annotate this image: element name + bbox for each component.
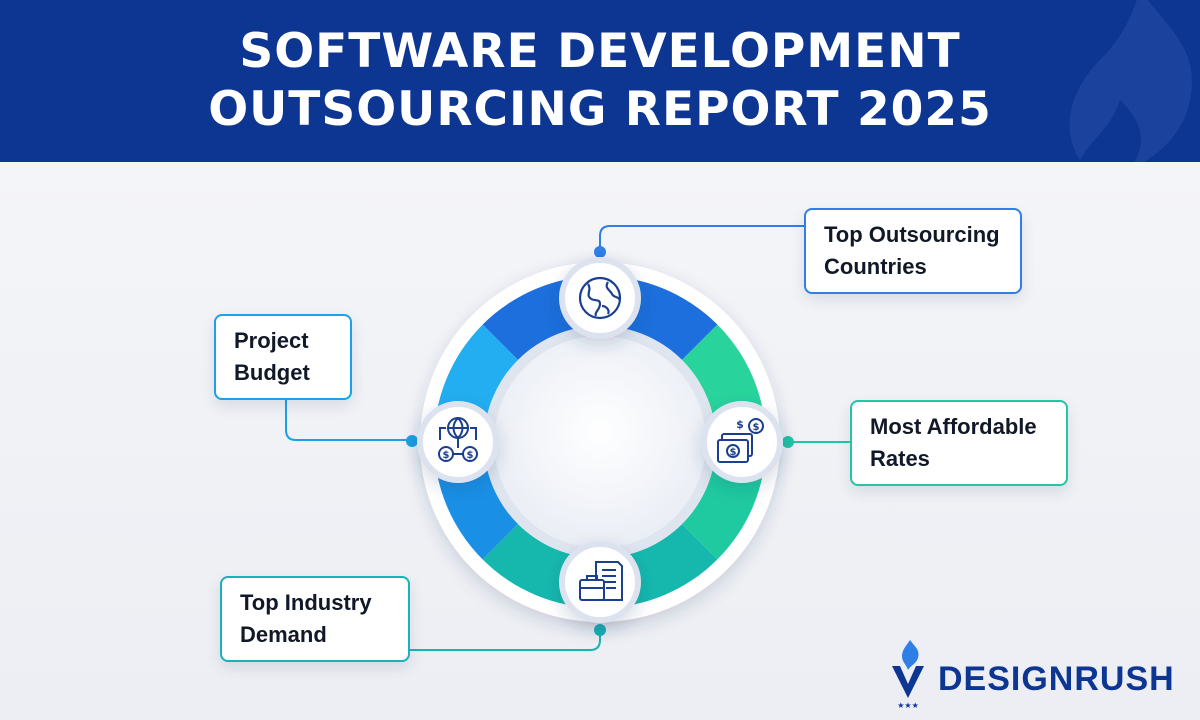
flame-watermark-icon xyxy=(1069,0,1192,162)
badge-budget: $ $ xyxy=(417,401,499,483)
svg-text:$: $ xyxy=(736,418,744,431)
connector-dot-budget xyxy=(406,435,418,447)
connector-dot-countries xyxy=(594,246,606,258)
connector-dot-rates xyxy=(782,436,794,448)
label-countries-line-1: Top Outsourcing xyxy=(824,222,1000,247)
connector-industry xyxy=(410,632,601,651)
svg-text:$: $ xyxy=(443,450,450,461)
badge-countries xyxy=(559,257,641,339)
svg-text:$: $ xyxy=(730,447,737,458)
label-top-outsourcing-countries: Top Outsourcing Countries xyxy=(804,208,1022,294)
label-rates-line-1: Most Affordable xyxy=(870,414,1037,439)
globe-money-network-icon: $ $ xyxy=(438,417,478,462)
brand-name: DESIGNRUSH xyxy=(938,660,1175,698)
label-industry-line-2: Demand xyxy=(240,622,327,647)
ring-center xyxy=(494,336,706,548)
badge-industry xyxy=(559,541,641,623)
label-rates-line-2: Rates xyxy=(870,446,930,471)
designrush-logo[interactable]: ★★★ DESIGNRUSH xyxy=(888,636,1188,712)
page-title: SOFTWARE DEVELOPMENT OUTSOURCING REPORT … xyxy=(0,0,1200,162)
title-line-1: SOFTWARE DEVELOPMENT xyxy=(239,24,961,79)
title-line-2: OUTSOURCING REPORT 2025 xyxy=(208,82,992,137)
connector-dot-industry xyxy=(594,624,606,636)
flame-shield-logo-icon: ★★★ xyxy=(892,640,924,710)
connector-countries xyxy=(599,225,804,252)
label-industry-line-1: Top Industry xyxy=(240,590,372,615)
label-countries-line-2: Countries xyxy=(824,254,927,279)
label-project-budget: Project Budget xyxy=(214,314,352,400)
badge-rates: $ $ $ xyxy=(701,401,783,483)
svg-text:$: $ xyxy=(753,422,760,433)
dollar-bills-icon: $ $ $ xyxy=(717,418,764,463)
svg-text:★★★: ★★★ xyxy=(897,701,919,710)
label-most-affordable-rates: Most Affordable Rates xyxy=(850,400,1068,486)
briefcase-document-icon xyxy=(579,561,623,601)
label-top-industry-demand: Top Industry Demand xyxy=(220,576,410,662)
label-budget-line-2: Budget xyxy=(234,360,310,385)
connector-budget xyxy=(285,400,410,441)
header-banner: SOFTWARE DEVELOPMENT OUTSOURCING REPORT … xyxy=(0,0,1200,162)
globe-icon xyxy=(578,276,622,320)
label-budget-line-1: Project xyxy=(234,328,309,353)
svg-text:$: $ xyxy=(467,450,474,461)
